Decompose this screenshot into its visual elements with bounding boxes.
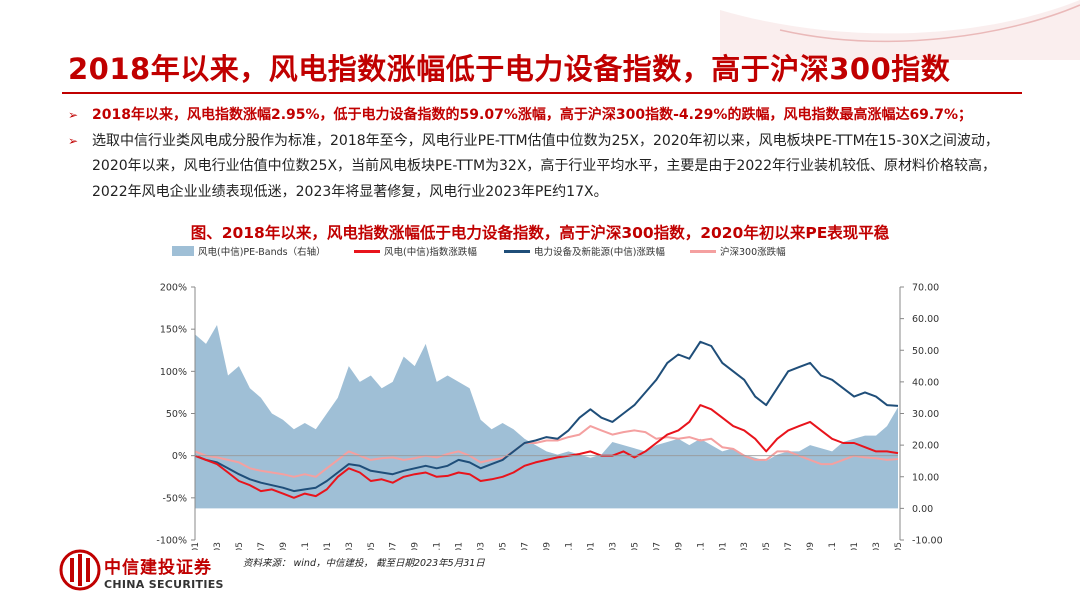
bullet-text-2: 选取中信行业类风电成分股作为标准，2018年至今，风电行业PE-TTM估值中位数… (92, 132, 999, 200)
y-right-tick-label: -10.00 (912, 536, 943, 547)
y-right-tick-label: 0.00 (912, 504, 933, 515)
line-chart: -100% -50% 0% 50% 100% 150% 200% -10.00 0.00 10.0… (156, 283, 943, 551)
y-left-tick-label: -50% (162, 493, 187, 504)
page-title: 2018年以来，风电指数涨幅低于电力设备指数，高于沪深300指数 (68, 52, 951, 86)
legend-item-power: 电力设备及新能源(中信)涨跌幅 (504, 244, 665, 258)
x-tick-label: 20-03 (477, 542, 487, 550)
title-divider (62, 92, 1022, 94)
brand-name-cn: 中信建投证券 (104, 558, 212, 578)
legend-swatch-wind (354, 249, 380, 253)
x-tick-label: 18-01 (191, 542, 201, 550)
bullet-item-2: ➢ 选取中信行业类风电成分股作为标准，2018年至今，风电行业PE-TTM估值中… (68, 129, 1018, 206)
x-tick-label: 18-11 (301, 542, 311, 550)
x-tick-label: 18-05 (235, 542, 245, 550)
series-pe-bands-area (195, 325, 898, 509)
bullet-marker-icon: ➢ (68, 108, 79, 122)
x-tick-label: 22-01 (718, 542, 728, 550)
legend-label-wind: 风电(中信)指数涨跌幅 (384, 247, 477, 258)
x-tick-label: 21-07 (652, 542, 662, 550)
legend-swatch-pe (172, 246, 194, 256)
series-hs300-line (194, 425, 899, 478)
chart-caption: 图、2018年以来，风电指数涨幅低于电力设备指数，高于沪深300指数，2020年… (190, 224, 890, 242)
x-tick-label: 20-09 (543, 542, 553, 550)
y-right-tick-label: 20.00 (912, 441, 939, 452)
brand-name-en: CHINA SECURITIES (104, 578, 224, 591)
y-right-tick-label: 60.00 (912, 314, 939, 325)
x-tick-label: 22-09 (806, 542, 816, 550)
y-left-tick-label: 50% (166, 409, 187, 420)
y-left-tick-label: 0% (172, 451, 187, 462)
x-tick-label: 18-09 (279, 542, 289, 550)
bullet-item-1: ➢ 2018年以来，风电指数涨幅2.95%，低于电力设备指数的59.07%涨幅，… (68, 103, 1018, 129)
x-tick-label: 21-09 (674, 542, 684, 550)
x-tick-label: 20-07 (521, 542, 531, 550)
x-tick-label: 19-09 (411, 542, 421, 550)
series-wind-line (194, 404, 899, 499)
x-tick-label: 19-01 (323, 542, 333, 550)
legend-label-pe: 风电(中信)PE-Bands（右轴） (198, 247, 326, 258)
x-tick-label: 19-05 (367, 542, 377, 550)
y-right-tick-label: 30.00 (912, 409, 939, 420)
legend-item-hs300: 沪深300涨跌幅 (690, 244, 786, 258)
y-right-tick-label: 50.00 (912, 346, 939, 357)
legend-item-wind: 风电(中信)指数涨跌幅 (354, 244, 477, 258)
x-tick-label: 23-03 (872, 542, 882, 550)
bullet-list: ➢ 2018年以来，风电指数涨幅2.95%，低于电力设备指数的59.07%涨幅，… (68, 103, 1018, 205)
decorative-swoosh (720, 0, 1080, 60)
brand-logo-icon (59, 549, 101, 591)
y-left-tick-label: 150% (160, 325, 187, 336)
x-tick-label: 20-01 (455, 542, 465, 550)
x-tick-label: 19-11 (433, 542, 443, 550)
x-tick-label: 23-05 (894, 542, 904, 550)
source-note: 资料来源： wind，中信建投， 截至日期2023年5月31日 (243, 558, 485, 569)
y-left-tick-label: 200% (160, 283, 187, 294)
x-tick-label: 22-03 (740, 542, 750, 550)
x-tick-label: 21-03 (608, 542, 618, 550)
y-right-tick-label: 70.00 (912, 283, 939, 294)
legend-label-power: 电力设备及新能源(中信)涨跌幅 (534, 247, 665, 258)
x-tick-label: 22-07 (784, 542, 794, 550)
legend-swatch-power (504, 249, 530, 253)
x-tick-label: 23-01 (850, 542, 860, 550)
x-tick-label: 22-05 (762, 542, 772, 550)
x-tick-label: 19-07 (389, 542, 399, 550)
y-right-tick-label: 40.00 (912, 377, 939, 388)
x-tick-label: 19-03 (345, 542, 355, 550)
y-left-tick-label: -100% (156, 536, 187, 547)
legend-swatch-hs300 (690, 249, 716, 253)
series-power-line (194, 340, 899, 493)
x-tick-label: 18-07 (257, 542, 267, 550)
x-tick-label: 21-11 (696, 542, 706, 550)
y-left-tick-label: 100% (160, 367, 187, 378)
x-tick-label: 21-01 (586, 542, 596, 550)
x-tick-label: 20-05 (499, 542, 509, 550)
bullet-text-1: 2018年以来，风电指数涨幅2.95%，低于电力设备指数的59.07%涨幅，高于… (92, 107, 973, 123)
legend-label-hs300: 沪深300涨跌幅 (720, 247, 786, 258)
legend-item-pe: 风电(中信)PE-Bands（右轴） (172, 244, 326, 258)
bullet-marker-icon: ➢ (68, 133, 79, 148)
y-right-tick-label: 10.00 (912, 472, 939, 483)
x-tick-label: 20-11 (564, 542, 574, 550)
x-tick-label: 21-05 (630, 542, 640, 550)
x-tick-label: 18-03 (213, 542, 223, 550)
x-tick-label: 22-11 (828, 542, 838, 550)
